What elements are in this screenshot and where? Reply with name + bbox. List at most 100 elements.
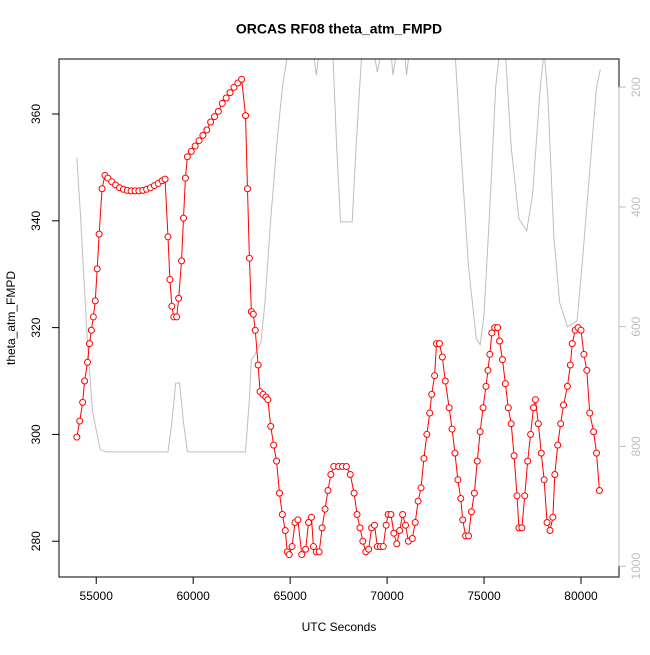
data-point [513, 492, 521, 500]
data-point [270, 441, 278, 449]
data-point [518, 524, 526, 532]
data-point [593, 449, 601, 457]
data-point [438, 353, 446, 361]
data-point [379, 543, 387, 551]
data-point [501, 380, 509, 388]
data-point [89, 313, 97, 321]
data-point [595, 486, 603, 494]
data-point [309, 543, 317, 551]
data-point [417, 484, 425, 492]
data-point [524, 457, 532, 465]
data-point [496, 337, 504, 345]
data-point [521, 492, 529, 500]
data-point [342, 462, 350, 470]
data-point [507, 420, 515, 428]
data-point [454, 476, 462, 484]
data-point [566, 361, 574, 369]
data-point [408, 535, 416, 543]
data-point [382, 521, 390, 529]
data-point [305, 519, 313, 527]
data-point [498, 356, 506, 364]
data-point [467, 508, 475, 516]
data-point [281, 527, 289, 535]
data-point [267, 422, 275, 430]
data-point [473, 457, 481, 465]
data-point [568, 340, 576, 348]
data-point [275, 489, 283, 497]
data-point [423, 430, 431, 438]
data-point [546, 527, 554, 535]
data-point [470, 489, 478, 497]
data-point [85, 340, 93, 348]
data-point [402, 521, 410, 529]
data-point [484, 366, 492, 374]
data-point [93, 265, 101, 273]
y-tick-label: 280 [29, 531, 43, 551]
data-point [298, 551, 306, 559]
data-point [586, 409, 594, 417]
data-point [321, 505, 329, 513]
data-point [527, 430, 535, 438]
data-point [195, 137, 203, 145]
data-point [324, 486, 332, 494]
data-point [179, 214, 187, 222]
data-point [73, 433, 81, 441]
data-point [531, 396, 539, 404]
data-point [178, 257, 186, 265]
data-point [396, 527, 404, 535]
data-point [583, 366, 591, 374]
y2-tick-label: 400 [629, 197, 643, 217]
data-point [249, 310, 257, 318]
chart-title: ORCAS RF08 theta_atm_FMPD [236, 21, 442, 37]
data-point [251, 326, 259, 334]
data-point [428, 390, 436, 398]
data-point [390, 529, 398, 537]
data-point [431, 372, 439, 380]
data-point [510, 452, 518, 460]
data-point [353, 511, 361, 519]
data-point [387, 511, 395, 519]
y-tick-label: 360 [29, 104, 43, 124]
data-point [95, 230, 103, 238]
data-point [245, 254, 253, 262]
x-tick-label: 70000 [370, 589, 404, 603]
data-point [278, 511, 286, 519]
data-point [173, 313, 181, 321]
data-point [482, 382, 490, 390]
data-point [318, 524, 326, 532]
data-point [187, 147, 195, 155]
data-point [543, 519, 551, 527]
data-point [230, 83, 238, 91]
data-point [560, 401, 568, 409]
data-point [285, 551, 293, 559]
data-point [294, 516, 302, 524]
x-axis-title: UTC Seconds [302, 620, 377, 634]
data-point [465, 532, 473, 540]
data-point [87, 326, 95, 334]
data-point [435, 340, 443, 348]
data-point [254, 361, 262, 369]
data-point [302, 545, 310, 553]
data-point [393, 540, 401, 548]
data-point [445, 404, 453, 412]
data-point [273, 457, 281, 465]
data-point [161, 175, 169, 183]
data-point [420, 454, 428, 462]
data-point [183, 153, 191, 161]
data-point [365, 545, 373, 553]
data-point [203, 126, 211, 134]
data-point [426, 409, 434, 417]
data-point [222, 94, 230, 102]
y2-series-line [76, 59, 601, 453]
data-point [534, 420, 542, 428]
data-point [168, 302, 176, 310]
y2-tick-label: 1000 [629, 553, 643, 580]
y-tick-label: 320 [29, 317, 43, 337]
data-point [537, 449, 545, 457]
data-point [551, 470, 559, 478]
y2-tick-label: 800 [629, 436, 643, 456]
data-point [356, 524, 364, 532]
data-point [199, 131, 207, 139]
data-point [441, 377, 449, 385]
